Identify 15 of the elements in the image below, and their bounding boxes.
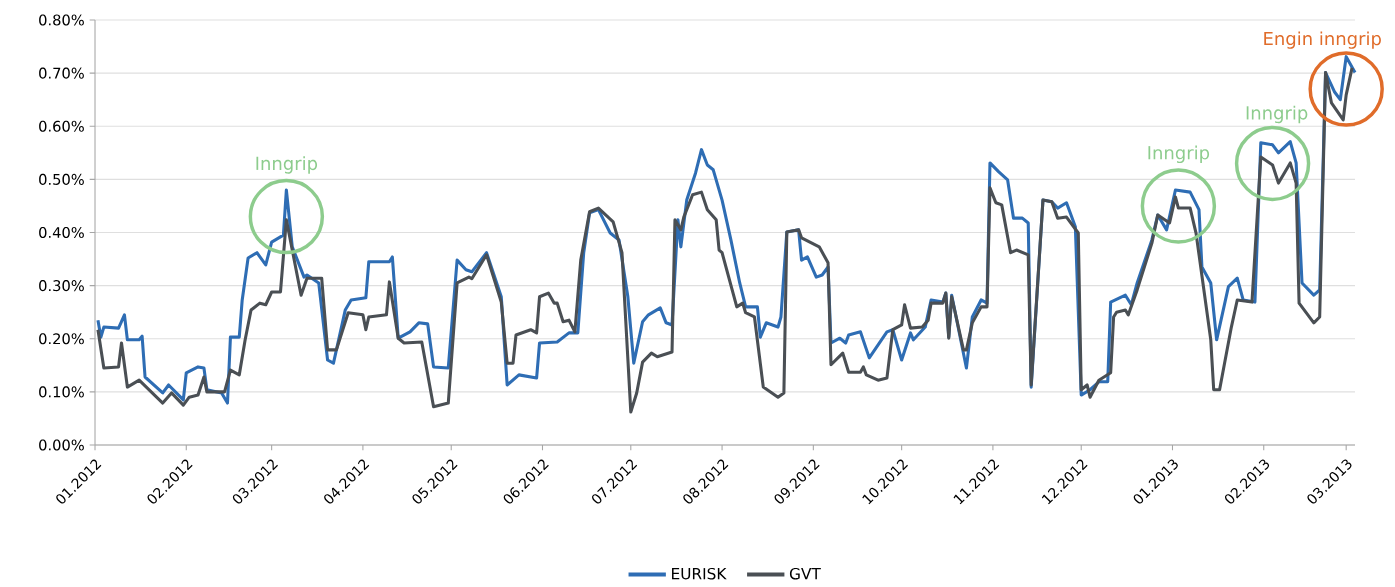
annotation: Inngrip	[1246, 105, 1308, 124]
legend-label: EURISK	[672, 567, 727, 580]
y-tick-label: 0.50%	[39, 173, 84, 185]
y-tick-label: 0.40%	[39, 226, 84, 239]
y-tick-label: 0.60%	[39, 120, 84, 132]
annotation: Inngrip	[256, 156, 318, 174]
y-tick-label: 0.30%	[39, 280, 84, 292]
legend-label: GVT	[789, 567, 821, 580]
annotation: Engin inngrip	[1264, 31, 1381, 49]
y-tick-label: 0.20%	[39, 333, 84, 345]
y-tick-label: 0.00%	[39, 439, 84, 451]
y-tick-label: 0.80%	[39, 14, 84, 26]
y-tick-label: 0.10%	[39, 386, 84, 398]
annotation: Inngrip	[1148, 145, 1210, 163]
y-tick-label: 0.70%	[39, 67, 84, 79]
